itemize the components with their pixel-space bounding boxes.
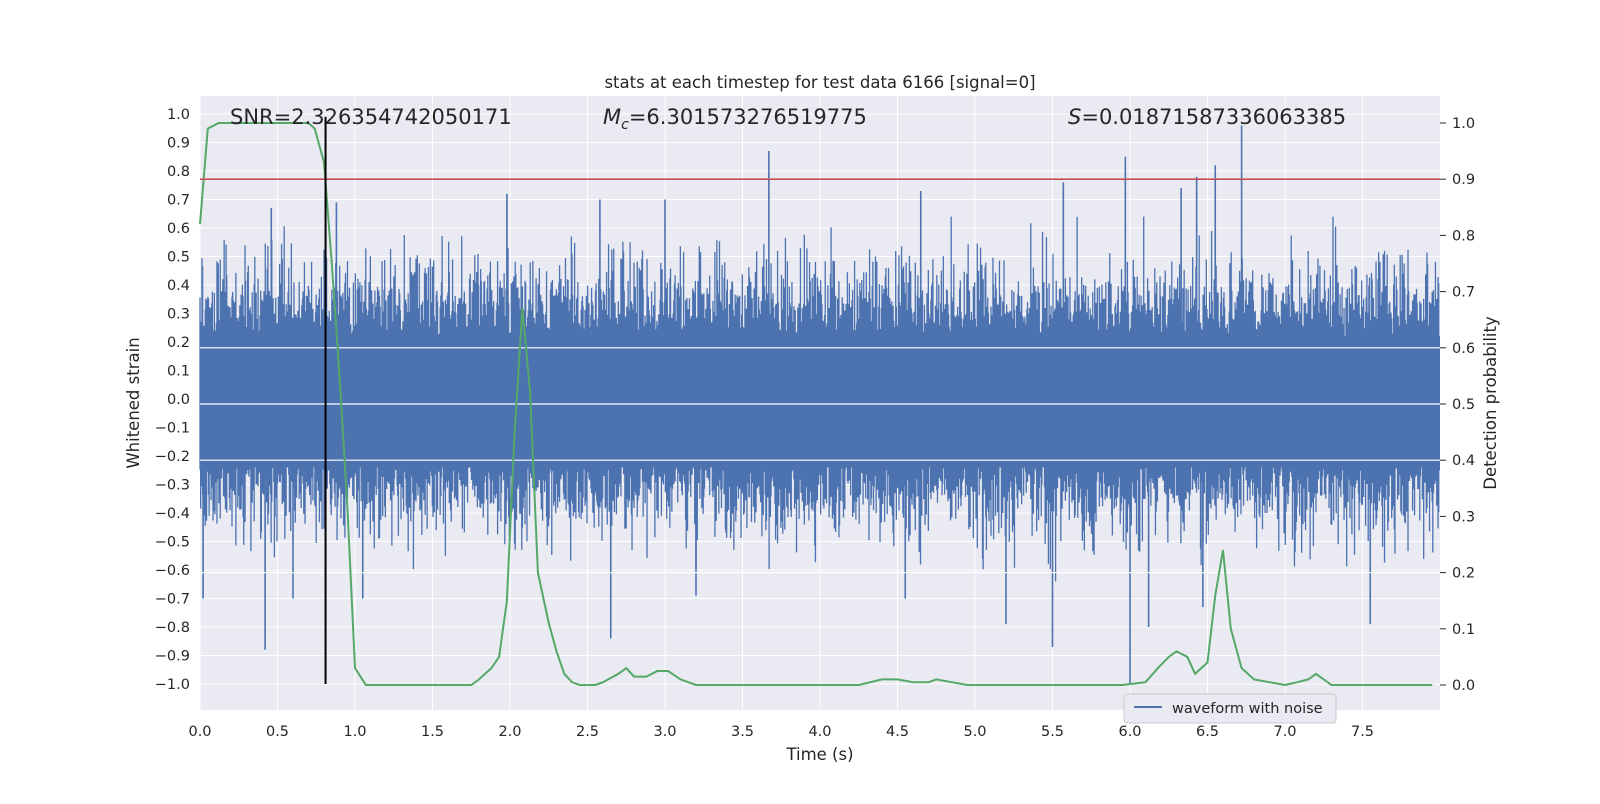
y-tick-label: 0.0 bbox=[167, 392, 190, 408]
y-tick-label: −0.1 bbox=[155, 421, 190, 437]
x-tick-label: 7.5 bbox=[1351, 724, 1374, 740]
y-tick-label: 0.9 bbox=[167, 136, 190, 152]
y2-tick-label: 0.6 bbox=[1452, 341, 1475, 357]
y-tick-label: 0.2 bbox=[167, 335, 190, 351]
y-tick-label: 0.4 bbox=[167, 278, 190, 294]
y-tick-label: −0.7 bbox=[155, 592, 190, 608]
waveform-noise bbox=[199, 216, 1440, 582]
x-tick-label: 5.5 bbox=[1041, 724, 1064, 740]
y-tick-label: −0.9 bbox=[155, 649, 190, 665]
y2-tick-label: 0.8 bbox=[1452, 228, 1475, 244]
y-tick-label: −0.6 bbox=[155, 563, 190, 579]
y2-tick-label: 0.3 bbox=[1452, 509, 1475, 525]
x-tick-label: 7.0 bbox=[1273, 724, 1296, 740]
x-tick-label: 1.5 bbox=[421, 724, 444, 740]
x-tick-label: 4.0 bbox=[808, 724, 831, 740]
y-tick-label: 1.0 bbox=[167, 107, 190, 123]
s-symbol: S bbox=[1068, 105, 1081, 129]
y2-axis-ticks: 0.0 0.1 0.2 0.3 0.4 0.5 0.6 0.7 0.8 0.9 1.0 bbox=[1440, 116, 1475, 694]
y2-tick-label: 0.0 bbox=[1452, 678, 1475, 694]
y-tick-label: 0.3 bbox=[167, 307, 190, 323]
x-tick-label: 6.5 bbox=[1196, 724, 1219, 740]
y-tick-label: 0.5 bbox=[167, 250, 190, 266]
chart-title: stats at each timestep for test data 616… bbox=[604, 73, 1035, 92]
y-tick-label: −0.8 bbox=[155, 620, 190, 636]
x-tick-label: 1.0 bbox=[343, 724, 366, 740]
y-tick-label: 0.1 bbox=[167, 364, 190, 380]
x-axis-label: Time (s) bbox=[785, 745, 853, 764]
y2-tick-label: 0.7 bbox=[1452, 285, 1475, 301]
y2-axis-label: Detection probability bbox=[1481, 316, 1500, 490]
mc-annotation: Mc=6.301573276519775 bbox=[603, 105, 867, 133]
y-tick-label: 0.7 bbox=[167, 193, 190, 209]
s-annotation: S=0.01871587336063385 bbox=[1068, 105, 1346, 129]
y-tick-label: −0.2 bbox=[155, 449, 190, 465]
overlay bbox=[200, 116, 1440, 684]
legend-label: waveform with noise bbox=[1172, 701, 1323, 717]
x-axis-ticks: 0.0 0.5 1.0 1.5 2.0 2.5 3.0 3.5 4.0 4.5 5.0 5.5 6.0 6… bbox=[188, 724, 1374, 740]
strain-series bbox=[199, 125, 1440, 684]
y-tick-label: 0.8 bbox=[167, 164, 190, 180]
mc-value: =6.301573276519775 bbox=[629, 105, 867, 129]
x-tick-label: 0.5 bbox=[266, 724, 289, 740]
probability-line bbox=[199, 122, 1433, 687]
mc-subscript: c bbox=[621, 117, 629, 133]
mc-symbol: M bbox=[603, 105, 621, 129]
y-tick-label: 0.6 bbox=[167, 221, 190, 237]
snr-annotation: SNR=2.326354742050171 bbox=[230, 105, 512, 129]
probability-series bbox=[199, 122, 1433, 687]
legend: waveform with noise bbox=[1123, 693, 1337, 724]
s-value: =0.01871587336063385 bbox=[1081, 105, 1346, 129]
y-tick-label: −0.4 bbox=[155, 506, 190, 522]
x-tick-label: 6.0 bbox=[1118, 724, 1141, 740]
y2-tick-label: 0.5 bbox=[1452, 397, 1475, 413]
legend-box bbox=[1123, 693, 1337, 724]
y2-tick-label: 0.2 bbox=[1452, 566, 1475, 582]
x-tick-label: 4.5 bbox=[886, 724, 909, 740]
y2-tick-label: 1.0 bbox=[1452, 116, 1475, 132]
y-axis-label: Whitened strain bbox=[124, 337, 143, 468]
x-tick-label: 3.0 bbox=[653, 724, 676, 740]
x-tick-label: 2.5 bbox=[576, 724, 599, 740]
y2-tick-label: 0.9 bbox=[1452, 172, 1475, 188]
x-tick-label: 2.0 bbox=[498, 724, 521, 740]
y-axis-ticks: −1.0 −0.9 −0.8 −0.7 −0.6 −0.5 −0.4 −0.3 −0.2 −0.1… bbox=[155, 107, 190, 693]
x-tick-label: 5.0 bbox=[963, 724, 986, 740]
x-tick-label: 0.0 bbox=[188, 724, 211, 740]
y-tick-label: −0.5 bbox=[155, 535, 190, 551]
y2-tick-label: 0.4 bbox=[1452, 453, 1475, 469]
y2-tick-label: 0.1 bbox=[1452, 622, 1475, 638]
x-tick-label: 3.5 bbox=[731, 724, 754, 740]
y-tick-label: −1.0 bbox=[155, 677, 190, 693]
y-tick-label: −0.3 bbox=[155, 478, 190, 494]
